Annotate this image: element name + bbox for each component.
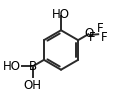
Text: B: B xyxy=(29,60,37,73)
Text: O: O xyxy=(84,27,94,40)
Text: F: F xyxy=(89,31,96,44)
Text: OH: OH xyxy=(24,79,42,92)
Text: F: F xyxy=(97,22,104,35)
Text: F: F xyxy=(100,31,107,44)
Text: HO: HO xyxy=(52,8,70,20)
Text: HO: HO xyxy=(2,60,21,73)
